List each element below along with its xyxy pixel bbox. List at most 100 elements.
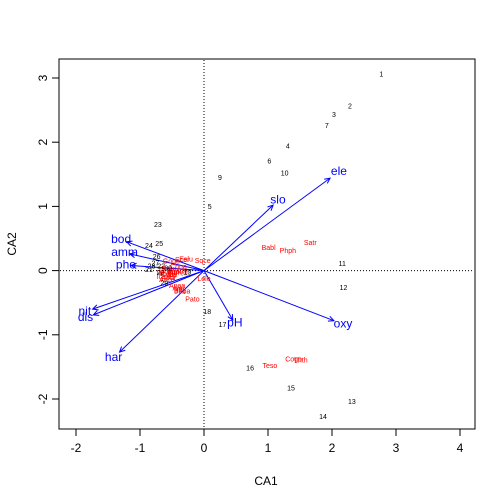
species-label: Pefl	[176, 271, 189, 278]
variable-arrow	[126, 241, 205, 272]
variable-arrowhead	[324, 177, 332, 184]
species-label: Eslu	[179, 257, 193, 264]
variable-arrow	[119, 270, 205, 353]
site-label: 13	[348, 399, 356, 406]
site-label: 19	[183, 269, 191, 276]
site-label: 4	[286, 144, 290, 151]
species-label: Satr	[304, 240, 318, 247]
variable-arrowhead	[227, 314, 234, 322]
site-label: 21	[145, 267, 153, 274]
species-label: Alal	[173, 285, 185, 292]
variable-arrowhead	[327, 315, 335, 322]
site-label: 14	[319, 414, 327, 421]
species-label: Thth	[294, 357, 308, 364]
species-label: Anan	[167, 269, 183, 276]
site-label: 9	[218, 175, 222, 182]
species-label: Gogo	[163, 258, 180, 265]
variable-arrow	[93, 270, 205, 316]
site-label: 5	[208, 204, 212, 211]
x-tick-label: -2	[71, 441, 82, 455]
plot-frame	[58, 58, 476, 430]
site-label: 25	[155, 241, 163, 248]
variable-arrow	[203, 270, 234, 321]
species-label: Sqce	[195, 258, 211, 265]
species-label: Blbj	[174, 287, 186, 294]
variable-arrowhead	[91, 304, 99, 311]
x-tick-label: 2	[329, 441, 336, 455]
site-label: 3	[332, 112, 336, 119]
variable-label: dis	[78, 310, 93, 324]
x-tick-label: -1	[135, 441, 146, 455]
x-tick-label: 4	[457, 441, 464, 455]
variable-label: nit	[79, 304, 92, 318]
species-label: Ruru	[161, 266, 176, 273]
species-label: Baba	[174, 289, 190, 296]
site-label: 23	[154, 222, 162, 229]
species-label: Icme	[157, 274, 172, 281]
species-label: Cyca	[161, 272, 177, 279]
x-tick-label: 1	[265, 441, 272, 455]
site-label: 29	[160, 280, 168, 287]
variable-arrows	[91, 177, 335, 353]
variable-arrowhead	[267, 204, 274, 211]
site-label: 12	[340, 285, 348, 292]
variable-arrow	[131, 264, 205, 272]
x-tick-label: 3	[393, 441, 400, 455]
variable-arrow	[203, 177, 331, 272]
variable-arrowhead	[118, 346, 126, 353]
site-label: 24	[145, 243, 153, 250]
species-label: Pato	[185, 296, 200, 303]
x-axis-title: CA1	[254, 474, 278, 488]
variable-label: har	[105, 350, 122, 364]
species-label: Albi	[167, 270, 179, 277]
variable-arrowhead	[129, 262, 137, 269]
y-tick-label: -2	[36, 393, 50, 404]
reference-lines	[60, 60, 474, 428]
site-label: 27	[151, 260, 159, 267]
site-label: 26	[153, 254, 161, 261]
site-label: 16	[246, 366, 254, 373]
x-tick-label: 0	[201, 441, 208, 455]
variable-label: ele	[331, 164, 347, 178]
site-label: 17	[219, 322, 227, 329]
variable-arrow	[92, 270, 205, 310]
species-label: Lele	[197, 276, 210, 283]
species-label: Rham	[157, 271, 176, 278]
y-tick-label: -1	[36, 329, 50, 340]
site-label: 6	[267, 158, 271, 165]
y-tick-label: 0	[36, 267, 50, 274]
variable-label: bod	[111, 232, 131, 246]
variable-arrow	[203, 204, 274, 271]
site-label: 15	[287, 386, 295, 393]
variable-arrowhead	[125, 240, 133, 247]
species-label: Titi	[167, 273, 177, 280]
site-label: 10	[281, 171, 289, 178]
species-label: Phph	[280, 248, 296, 255]
site-label: 30	[164, 266, 172, 273]
species-label: Cogo	[285, 357, 302, 364]
variable-label: pH	[227, 316, 242, 330]
species-label: Babl	[262, 245, 276, 252]
y-tick-label: 3	[36, 74, 50, 81]
y-axis-title: CA2	[5, 232, 19, 256]
site-label: 1	[379, 72, 383, 79]
variable-arrowhead	[128, 252, 136, 259]
site-label: 20	[157, 270, 165, 277]
y-tick-label: 2	[36, 139, 50, 146]
species-label: Scer	[175, 257, 190, 264]
species-label: Anan	[169, 283, 185, 290]
species-label: Legi	[159, 267, 173, 274]
variable-label: oxy	[334, 316, 353, 330]
variable-label: slo	[270, 193, 286, 207]
variable-arrow	[129, 253, 205, 272]
species-label: Acce	[159, 277, 175, 284]
site-label: 22	[157, 264, 165, 271]
species-label: Teso	[263, 363, 278, 370]
variable-label: amm	[111, 245, 138, 259]
site-label: 18	[203, 309, 211, 316]
